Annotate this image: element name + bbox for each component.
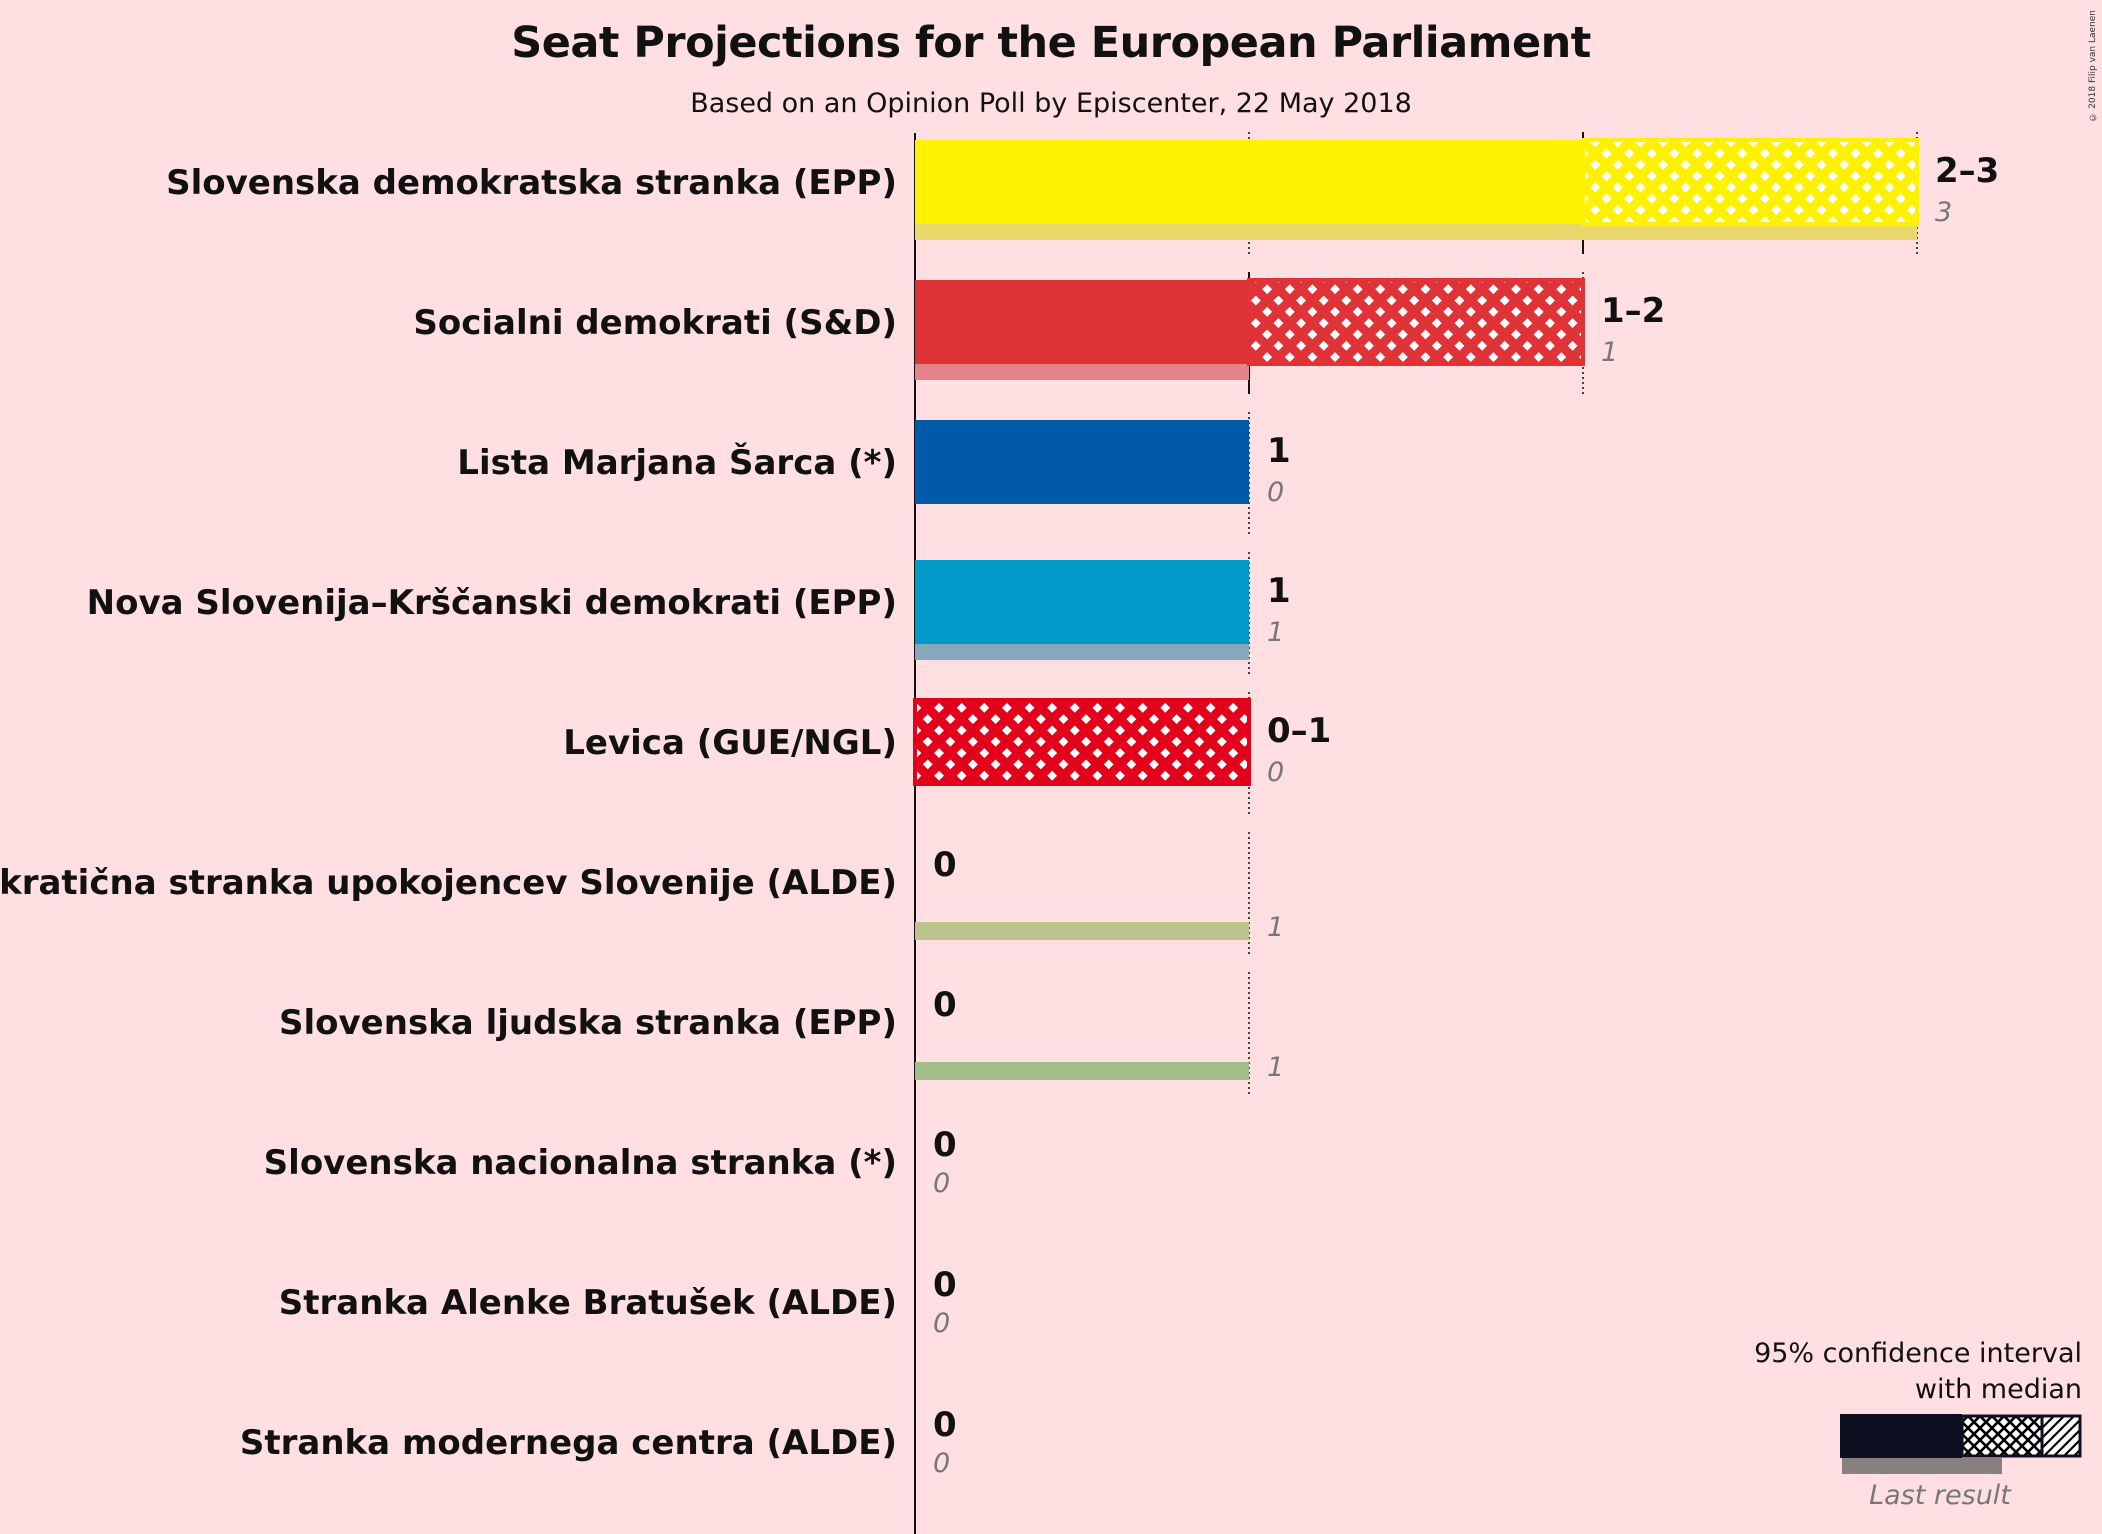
ci-hatched-bar — [1247, 278, 1585, 366]
chart-title: Seat Projections for the European Parlia… — [511, 18, 1591, 68]
range-label: 1 — [1267, 571, 1291, 611]
range-label: 0 — [933, 985, 957, 1025]
legend-crosshatch-swatch — [1960, 1414, 2044, 1458]
category-label: Nova Slovenija–Krščanski demokrati (EPP) — [87, 583, 897, 623]
legend-title-line1: 95% confidence interval — [1754, 1338, 2082, 1369]
category-label: Demokratična stranka upokojencev Sloveni… — [0, 863, 897, 903]
ci-solid-bar — [915, 560, 1249, 644]
last-result-label: 1 — [1601, 337, 1618, 368]
category-label: Levica (GUE/NGL) — [563, 723, 897, 763]
last-result-bar — [915, 222, 1917, 240]
ci-solid-bar — [915, 280, 1249, 364]
range-label: 0 — [933, 1125, 957, 1165]
last-result-bar — [915, 642, 1249, 660]
ci-hatched-bar — [913, 698, 1251, 786]
category-label: Slovenska nacionalna stranka (*) — [264, 1143, 897, 1183]
legend-title-line2: with median — [1915, 1374, 2082, 1405]
range-label: 0 — [933, 1265, 957, 1305]
category-label: Slovenska ljudska stranka (EPP) — [279, 1003, 897, 1043]
legend-last-result-label: Last result — [1869, 1480, 2012, 1511]
category-label: Stranka Alenke Bratušek (ALDE) — [279, 1283, 897, 1323]
legend-last-result-swatch — [1842, 1458, 2002, 1474]
last-result-label: 0 — [933, 1448, 950, 1479]
category-label: Socialni demokrati (S&D) — [413, 303, 897, 343]
legend-solid-swatch — [1840, 1414, 1962, 1458]
ci-solid-bar — [915, 140, 1583, 224]
last-result-label: 0 — [1267, 757, 1284, 788]
range-label: 0–1 — [1267, 711, 1331, 751]
last-result-label: 3 — [1935, 197, 1952, 228]
last-result-label: 0 — [1267, 477, 1284, 508]
ci-hatched-bar — [1581, 138, 1919, 226]
range-label: 0 — [933, 1405, 957, 1445]
last-result-label: 1 — [1267, 617, 1284, 648]
range-label: 1 — [1267, 431, 1291, 471]
last-result-bar — [915, 362, 1249, 380]
range-label: 2–3 — [1935, 151, 1999, 191]
last-result-label: 0 — [933, 1168, 950, 1199]
category-label: Slovenska demokratska stranka (EPP) — [166, 163, 897, 203]
last-result-bar — [915, 1062, 1249, 1080]
last-result-label: 1 — [1267, 912, 1284, 943]
ci-solid-bar — [915, 420, 1249, 504]
last-result-label: 0 — [933, 1308, 950, 1339]
last-result-bar — [915, 922, 1249, 940]
legend-diagonal-swatch — [2040, 1414, 2082, 1458]
last-result-label: 1 — [1267, 1052, 1284, 1083]
chart-subtitle: Based on an Opinion Poll by Episcenter, … — [690, 88, 1412, 119]
range-label: 1–2 — [1601, 291, 1665, 331]
category-label: Stranka modernega centra (ALDE) — [240, 1423, 897, 1463]
category-label: Lista Marjana Šarca (*) — [457, 442, 897, 483]
range-label: 0 — [933, 845, 957, 885]
